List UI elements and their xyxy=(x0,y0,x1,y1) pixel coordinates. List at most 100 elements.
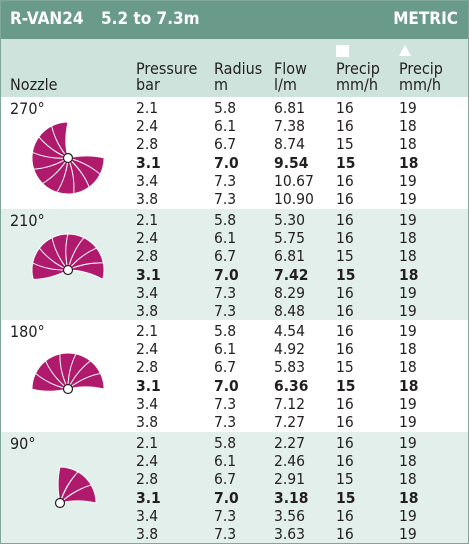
pressure-value: 3.4 xyxy=(136,171,159,190)
flow-value: 7.42 xyxy=(274,265,309,284)
table-row: 3.1 7.0 7.42 15 18 xyxy=(1,266,468,285)
precip-square-value: 16 xyxy=(336,302,354,320)
pressure-value: 2.4 xyxy=(136,229,159,248)
table-row: 3.8 7.3 7.27 16 19 xyxy=(1,413,468,432)
nozzle-arc-label: 180° xyxy=(10,322,45,341)
pressure-header: Pressure xyxy=(136,59,198,78)
pressure-value: 2.1 xyxy=(136,434,159,452)
spray-blade xyxy=(51,121,69,159)
precip-triangle-value: 18 xyxy=(399,358,417,377)
flow-value: 5.30 xyxy=(274,211,306,229)
precip-triangle-value: 18 xyxy=(399,340,417,359)
flow-value: 6.81 xyxy=(274,247,306,266)
table-row: 3.8 7.3 10.90 16 19 xyxy=(1,190,468,209)
precip-triangle-value: 18 xyxy=(399,117,417,136)
precip-triangle-value: 18 xyxy=(399,229,417,248)
table-row: 3.4 7.3 8.29 16 19 xyxy=(1,284,468,303)
precip-square-header: Precip xyxy=(336,59,380,78)
flow-value: 7.27 xyxy=(274,413,306,431)
flow-value: 4.92 xyxy=(274,340,306,359)
table-row: 3.4 7.3 7.12 16 19 xyxy=(1,395,468,414)
flow-value: 3.56 xyxy=(274,506,306,525)
flow-value: 6.36 xyxy=(274,376,309,395)
table-row: 2.8 6.7 2.91 15 18 xyxy=(1,470,468,489)
radius-value: 7.3 xyxy=(214,413,237,431)
table-row: 2.1 5.8 6.81 16 19 xyxy=(1,99,468,118)
precip-triangle-value: 18 xyxy=(399,452,417,471)
table-row: 2.1 5.8 4.54 16 19 xyxy=(1,322,468,341)
precip-triangle-value: 18 xyxy=(399,376,419,395)
nozzle-spray-pattern-icon xyxy=(31,121,105,195)
pressure-value: 3.1 xyxy=(136,265,161,284)
precip-triangle-value: 19 xyxy=(399,211,417,229)
precip-square-value: 16 xyxy=(336,413,354,431)
spray-blade xyxy=(67,372,105,390)
pressure-value: 3.1 xyxy=(136,153,161,172)
pressure-value: 3.8 xyxy=(136,190,159,208)
pressure-value: 3.1 xyxy=(136,488,161,507)
square-spacing-icon xyxy=(336,45,349,57)
table-row: 2.4 6.1 5.75 16 18 xyxy=(1,229,468,248)
radius-value: 7.0 xyxy=(214,265,239,284)
radius-value: 6.1 xyxy=(214,340,237,359)
flow-value: 5.75 xyxy=(274,229,306,248)
precip-square-value: 16 xyxy=(336,283,354,302)
flow-value: 5.83 xyxy=(274,358,306,377)
flow-value: 3.18 xyxy=(274,488,309,507)
precip-triangle-value: 18 xyxy=(399,265,419,284)
flow-value: 6.81 xyxy=(274,99,306,117)
flow-value: 4.54 xyxy=(274,322,306,340)
radius-value: 5.8 xyxy=(214,434,237,452)
precip-square-value: 15 xyxy=(336,153,356,172)
precip-square-value: 16 xyxy=(336,229,354,248)
flow-value: 2.27 xyxy=(274,434,306,452)
nozzle-group: 90° 2.1 5.8 2.27 16 19 2.4 6.1 2.46 16 18 2.8 6.7 2.9… xyxy=(1,432,468,543)
pressure-value: 3.4 xyxy=(136,283,159,302)
pressure-value: 3.8 xyxy=(136,302,159,320)
table-row: 2.8 6.7 6.81 15 18 xyxy=(1,247,468,266)
pressure-value: 2.8 xyxy=(136,247,159,266)
precip-square-value: 15 xyxy=(336,376,356,395)
table-row: 2.4 6.1 4.92 16 18 xyxy=(1,340,468,359)
radius-value: 6.1 xyxy=(214,117,237,136)
precip-triangle-value: 19 xyxy=(399,322,417,340)
precip-triangle-value: 19 xyxy=(399,394,417,413)
precip-triangle-value: 19 xyxy=(399,413,417,431)
precip-square-value: 15 xyxy=(336,265,356,284)
nozzle-group: 270° 2.1 5.8 6.81 16 19 2.4 6.1 7.38 16 18 2.8 6.7 8.… xyxy=(1,97,468,208)
precip-square-value: 15 xyxy=(336,135,354,154)
precip-triangle-value: 18 xyxy=(399,135,417,154)
flow-value: 8.29 xyxy=(274,283,306,302)
precip-square-value: 16 xyxy=(336,171,354,190)
pressure-value: 3.1 xyxy=(136,376,161,395)
radius-unit: m xyxy=(214,75,229,94)
radius-value: 7.3 xyxy=(214,394,237,413)
radius-value: 7.3 xyxy=(214,190,237,208)
precip-triangle-value: 18 xyxy=(399,247,417,266)
precip-square-value: 16 xyxy=(336,190,354,208)
radius-value: 7.3 xyxy=(214,171,237,190)
nozzle-group: 180° 2.1 5.8 4.54 16 19 2.4 6.1 4.92 16 18 2.8 6.7 5.… xyxy=(1,320,468,431)
precip-square-unit: mm/h xyxy=(336,75,379,94)
spray-blade xyxy=(59,484,97,504)
precip-square-value: 15 xyxy=(336,247,354,266)
radius-range: 5.2 to 7.3m xyxy=(101,9,200,29)
precip-triangle-value: 19 xyxy=(399,99,417,117)
flow-value: 8.48 xyxy=(274,302,306,320)
precip-square-value: 16 xyxy=(336,434,354,452)
nozzle-arc-label: 270° xyxy=(10,99,45,118)
model-name: R-VAN24 xyxy=(10,9,84,29)
precip-square-value: 16 xyxy=(336,452,354,471)
precip-triangle-value: 19 xyxy=(399,283,417,302)
radius-value: 7.0 xyxy=(214,376,239,395)
precip-triangle-value: 19 xyxy=(399,302,417,320)
table-row: 2.8 6.7 5.83 15 18 xyxy=(1,358,468,377)
nozzle-hub xyxy=(62,383,74,395)
precip-square-value: 15 xyxy=(336,358,354,377)
radius-header: Radius xyxy=(214,59,263,78)
radius-value: 6.1 xyxy=(214,229,237,248)
nozzle-spray-pattern-icon xyxy=(54,466,97,509)
nozzle-spray-pattern-icon xyxy=(31,352,105,395)
pressure-value: 2.4 xyxy=(136,452,159,471)
precip-triangle-unit: mm/h xyxy=(399,75,442,94)
